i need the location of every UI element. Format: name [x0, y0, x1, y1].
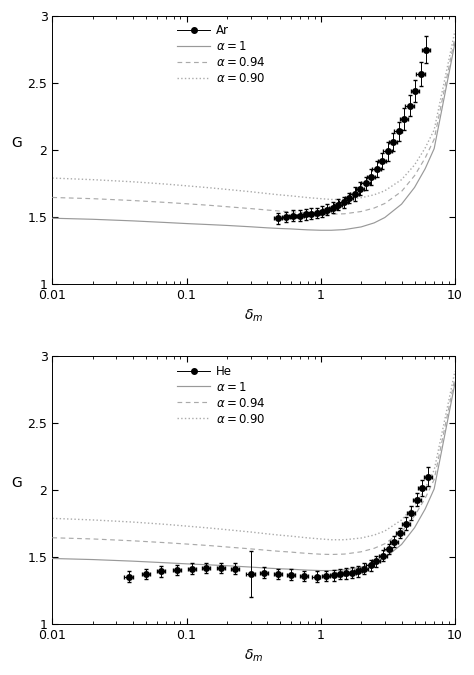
Legend: He, $\alpha = 1$, $\alpha = 0.94$, $\alpha = 0.90$: He, $\alpha = 1$, $\alpha = 0.94$, $\alp…	[175, 362, 268, 428]
X-axis label: $\delta_m$: $\delta_m$	[244, 307, 263, 323]
Legend: Ar, $\alpha = 1$, $\alpha = 0.94$, $\alpha = 0.90$: Ar, $\alpha = 1$, $\alpha = 0.94$, $\alp…	[175, 22, 268, 88]
Y-axis label: G: G	[11, 136, 22, 150]
Y-axis label: G: G	[11, 477, 22, 490]
X-axis label: $\delta_m$: $\delta_m$	[244, 647, 263, 664]
